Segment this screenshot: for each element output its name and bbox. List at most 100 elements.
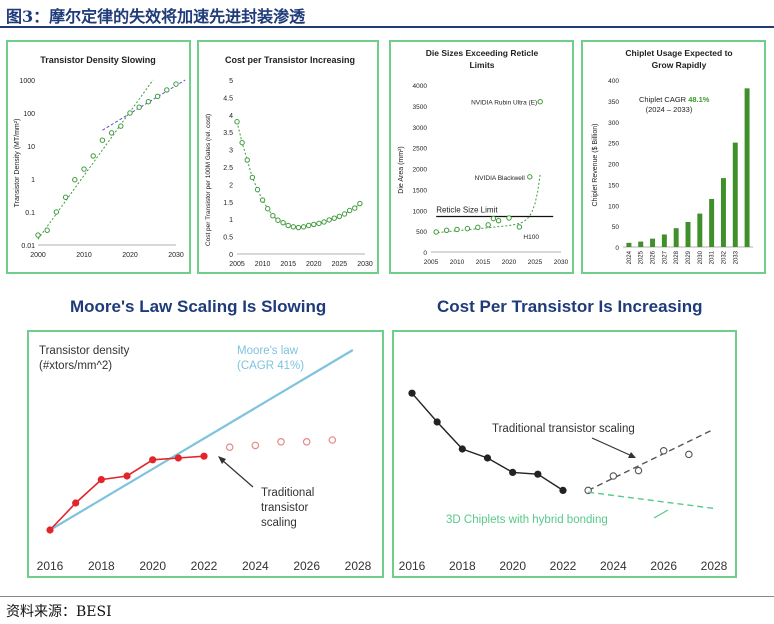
data-point (341, 211, 348, 217)
x-tick-label: 2010 (255, 261, 271, 268)
title-rule (0, 26, 774, 28)
data-point (537, 99, 543, 105)
y-tick-label: 4.5 (223, 95, 233, 102)
panel-cost (197, 40, 379, 274)
chart-die: Die Sizes Exceeding Reticle Limits Die Are… (398, 48, 569, 266)
y-tick-label: 0.5 (223, 235, 233, 242)
chart-title: Transistor Density Slowing (40, 55, 156, 65)
trad-callout-head (628, 452, 636, 458)
chart-title: Limits (469, 60, 494, 70)
data-point (118, 123, 124, 129)
bar (732, 142, 738, 247)
data-point (527, 174, 533, 180)
historical-point (559, 486, 567, 494)
y-tick-label: 150 (608, 182, 619, 189)
label-rubin: NVIDIA Rubin Ultra (E) (471, 100, 537, 107)
x-tick-label: 2027 (662, 250, 668, 264)
trad-label: Traditional transistor scaling (492, 423, 635, 435)
chart-ctrans: 2016 2018 2020 2022 2024 2026 2028 Traditional … (399, 389, 728, 573)
x-tick-label: 2020 (139, 559, 166, 573)
y-tick-label: 200 (608, 162, 619, 169)
source-rule (0, 596, 774, 597)
x-tick-label: 2028 (674, 250, 680, 264)
x-tick-label: 2020 (502, 259, 517, 266)
data-point (506, 215, 512, 221)
historical-point (433, 418, 441, 426)
x-tick-label: 2015 (280, 261, 296, 268)
chart-chiplet: Chiplet Usage Expected to Grow Rapidly Chi… (592, 48, 753, 264)
trad-label: scaling (261, 517, 297, 529)
data-point (244, 157, 250, 163)
data-point (154, 93, 161, 100)
data-point (433, 229, 439, 235)
data-point (485, 222, 491, 228)
data-point (81, 166, 87, 172)
data-point (305, 222, 312, 229)
x-tick-label: 2030 (357, 261, 373, 268)
y-tick-label: 0.1 (25, 210, 35, 217)
projected-point (302, 438, 311, 446)
projected-point (225, 443, 234, 452)
data-point (475, 224, 481, 231)
data-point (127, 110, 133, 116)
x-tick-label: 2015 (476, 259, 491, 266)
x-tick-label: 2033 (733, 250, 739, 264)
trend-line-early (37, 79, 154, 240)
data-point (72, 177, 78, 183)
y-tick-label: 500 (416, 229, 427, 236)
data-point (136, 104, 142, 110)
data-point (495, 217, 502, 224)
x-tick-label: 2025 (332, 261, 348, 268)
trad-point (609, 472, 618, 480)
chiplet-label: 3D Chiplets with hybrid bonding (446, 514, 608, 526)
trad-callout (591, 437, 633, 457)
data-point (285, 222, 291, 229)
historical-point (509, 468, 517, 476)
y-axis-label: Die Area (mm²) (398, 146, 405, 193)
y-axis-label: Cost per Transistor per 100M Gates (rel.… (205, 114, 212, 246)
panel-die (389, 40, 574, 274)
actual-point (46, 526, 54, 534)
bar (697, 213, 703, 247)
x-tick-label: 2018 (88, 559, 115, 573)
figure-title: 图3：摩尔定律的失效将加速先进封装渗透 (6, 7, 306, 26)
bar (626, 242, 632, 247)
x-tick-label: 2030 (554, 259, 569, 266)
source-note: 资料来源：BESI (6, 604, 112, 620)
trad-point (659, 447, 668, 455)
historical-point (458, 445, 466, 453)
x-tick-label: 2026 (293, 559, 320, 573)
data-point (259, 197, 266, 203)
y-tick-label: 5 (229, 78, 233, 85)
data-point (53, 209, 60, 215)
trend-line-late (102, 79, 186, 131)
data-point (357, 200, 363, 207)
data-point (280, 219, 286, 226)
chart-density: Transistor Density Slowing Transistor Den… (14, 55, 186, 259)
y-tick-label: 1500 (413, 187, 428, 194)
bar (744, 88, 750, 247)
data-point (173, 81, 179, 87)
data-point (331, 215, 337, 221)
x-tick-label: 2030 (168, 252, 184, 259)
y-tick-label: 300 (608, 120, 619, 127)
historical-point (534, 470, 542, 478)
cagr-annotation: Chiplet CAGR 48.1% (639, 95, 710, 104)
data-point (300, 224, 307, 230)
y-tick-label: 3000 (413, 125, 428, 132)
bar (720, 178, 726, 247)
trad-scaling-line (587, 428, 715, 492)
data-point (464, 225, 471, 232)
y-axis-label: Transistor density (39, 345, 130, 357)
actual-point (149, 456, 157, 464)
chart-title: Chiplet Usage Expected to (625, 48, 732, 58)
x-tick-label: 2022 (550, 559, 577, 573)
y-tick-label: 0 (423, 250, 427, 257)
data-point (346, 207, 353, 214)
x-tick-label: 2000 (30, 252, 46, 259)
callout-arrow (221, 459, 254, 488)
data-point (62, 194, 69, 200)
x-tick-label: 2030 (698, 250, 704, 264)
x-tick-label: 2024 (627, 250, 633, 264)
y-tick-label: 350 (608, 99, 619, 106)
